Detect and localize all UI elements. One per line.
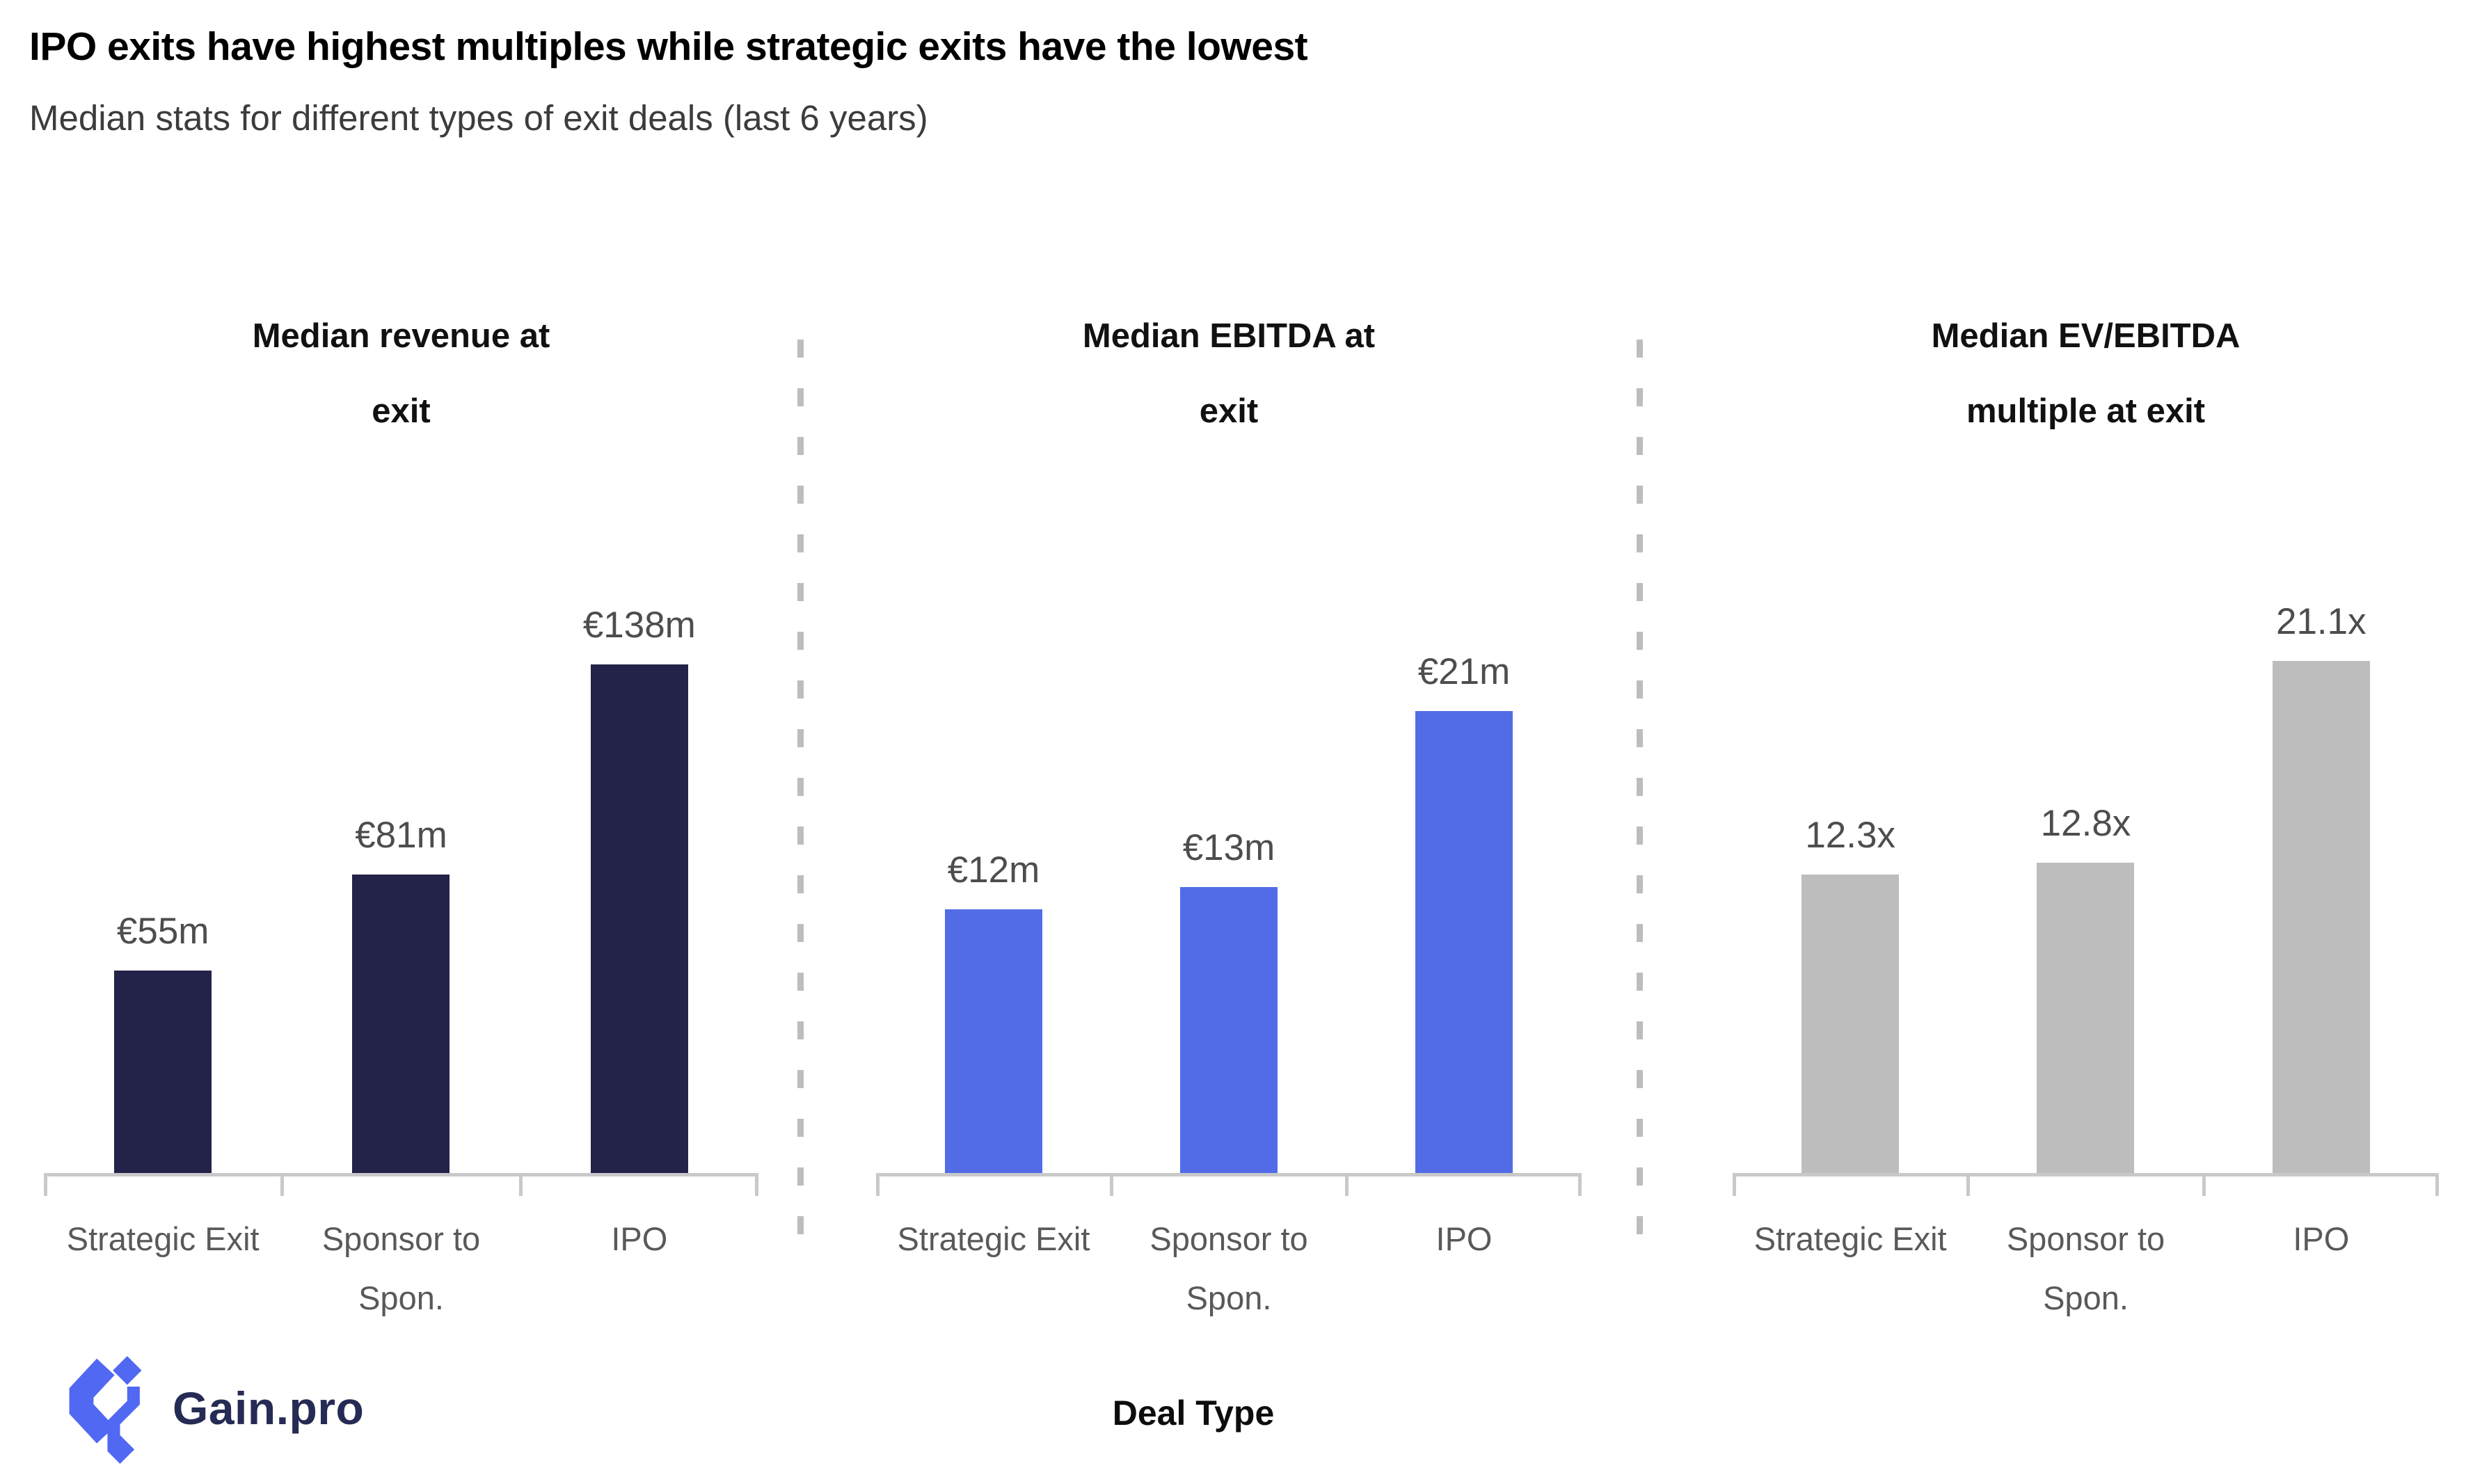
bar-slot: €21m [1346, 529, 1582, 1173]
bar-value-label: 12.3x [1805, 815, 1895, 856]
bar-slot: 12.3x [1733, 529, 1968, 1173]
bar-slot: 21.1x [2204, 529, 2439, 1173]
axis-tick [876, 1176, 880, 1196]
bar-value-label: €13m [1182, 827, 1275, 868]
bar-value-label: 12.8x [2040, 803, 2131, 844]
axis-tick [2202, 1176, 2206, 1196]
panel-x-axis [44, 1173, 758, 1196]
x-axis-label: Deal Type [1112, 1394, 1275, 1433]
axis-tick [44, 1176, 47, 1196]
category-label: Sponsor to Spon. [321, 1220, 481, 1316]
bar-value-label: €21m [1417, 651, 1511, 692]
gainpro-logo-icon [69, 1356, 142, 1464]
axis-tick [2435, 1176, 2439, 1196]
category-label: Strategic Exit [1753, 1220, 1947, 1257]
bar-value-label: 21.1x [2275, 601, 2366, 642]
panel-plot: €55m €81m €138m [44, 529, 758, 1173]
gainpro-logo: Gain.pro [64, 1353, 364, 1464]
axis-tick [518, 1176, 523, 1196]
axis-tick [1578, 1176, 1582, 1196]
axis-tick [1109, 1176, 1113, 1196]
bar-slot: €81m [282, 529, 520, 1173]
bar [114, 971, 212, 1173]
panel-title: Median EBITDA at exit [1082, 317, 1376, 430]
bar-value-label: €81m [355, 815, 447, 856]
bar [1180, 887, 1278, 1173]
category-label: IPO [2293, 1220, 2350, 1257]
axis-tick [280, 1176, 285, 1196]
bar-value-label: €12m [947, 849, 1040, 891]
bar [590, 664, 688, 1173]
category-label: Sponsor to Spon. [2006, 1220, 2165, 1316]
category-label: Strategic Exit [66, 1220, 260, 1257]
axis-tick [1733, 1176, 1736, 1196]
chart-panel-3: Median EV/EBITDA multiple at exit 12.3x 1… [1733, 299, 2439, 1327]
panel-divider-2 [1637, 340, 1643, 1265]
bar-slot: €12m [876, 529, 1111, 1173]
bar-value-label: €55m [116, 911, 209, 952]
page-subtitle: Median stats for different types of exit… [29, 98, 928, 138]
axis-tick [755, 1176, 758, 1196]
panel-divider-1 [797, 340, 804, 1265]
axis-tick [1345, 1176, 1349, 1196]
panel-categories: Strategic Exit Sponsor to Spon. IPO [44, 1210, 758, 1327]
chart-header: IPO exits have highest multiples while s… [29, 24, 1308, 138]
panel-categories: Strategic Exit Sponsor to Spon. IPO [876, 1210, 1582, 1327]
chart-panel-2: Median EBITDA at exit €12m €13m €21m Strat… [876, 299, 1582, 1327]
panel-title: Median revenue at exit [252, 317, 550, 430]
bar-slot: €138m [520, 529, 758, 1173]
bar [352, 875, 450, 1173]
bar-slot: 12.8x [1968, 529, 2203, 1173]
panel-x-axis [1733, 1173, 2439, 1196]
bar-slot: €13m [1111, 529, 1346, 1173]
panel-plot: €12m €13m €21m [876, 529, 1582, 1173]
bar [1415, 711, 1513, 1173]
category-label: Sponsor to Spon. [1150, 1220, 1308, 1316]
panel-categories: Strategic Exit Sponsor to Spon. IPO [1733, 1210, 2439, 1327]
bar-value-label: €138m [582, 605, 696, 646]
chart-panel-1: Median revenue at exit €55m €81m €138m Str… [44, 299, 758, 1327]
category-label: IPO [1435, 1220, 1493, 1257]
axis-tick [1966, 1176, 1971, 1196]
category-label: IPO [611, 1220, 668, 1257]
bar [2272, 661, 2370, 1173]
category-label: Strategic Exit [897, 1220, 1090, 1257]
bar [2037, 863, 2135, 1173]
panel-title: Median EV/EBITDA multiple at exit [1931, 317, 2241, 430]
panel-x-axis [876, 1173, 1582, 1196]
bar [1801, 875, 1900, 1173]
panel-plot: 12.3x 12.8x 21.1x [1733, 529, 2439, 1173]
page-title: IPO exits have highest multiples while s… [29, 24, 1308, 69]
gainpro-logo-text: Gain.pro [173, 1382, 365, 1434]
bar [945, 909, 1042, 1173]
bar-slot: €55m [44, 529, 282, 1173]
